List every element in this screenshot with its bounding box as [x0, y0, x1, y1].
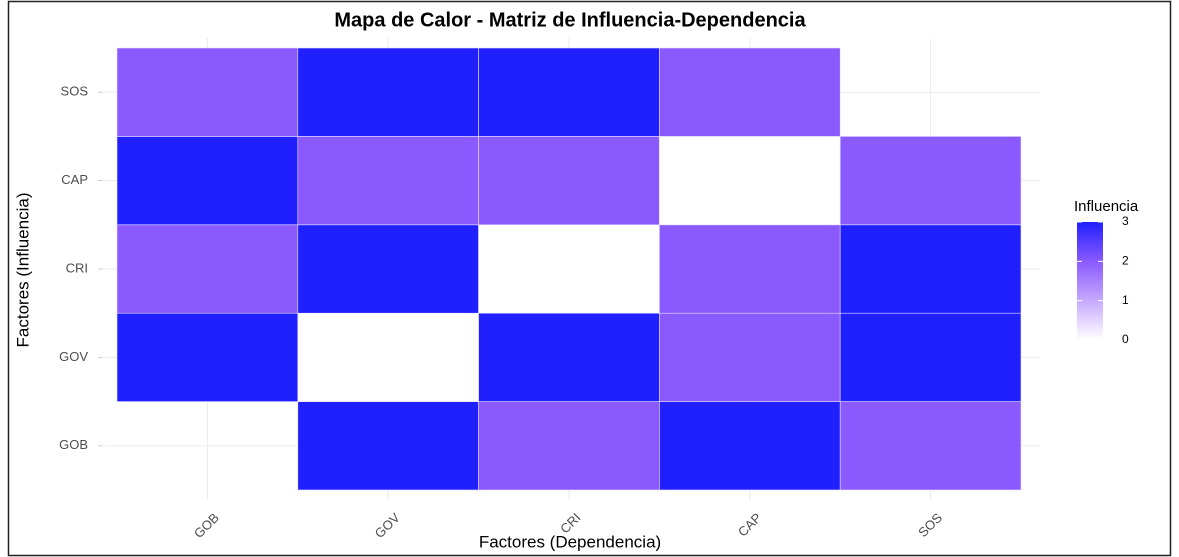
legend-label: 3 [1122, 214, 1129, 228]
heat-cell [297, 224, 479, 314]
heat-cell [659, 136, 841, 226]
heat-cell [839, 136, 1022, 226]
heat-cell [659, 224, 841, 314]
heat-cell [116, 312, 299, 402]
heat-cell [659, 47, 841, 137]
legend-label: 1 [1122, 293, 1129, 307]
heat-cell [478, 136, 660, 226]
heat-cell [116, 47, 299, 137]
legend-colorbar [1077, 222, 1103, 340]
x-axis-title: Factores (Dependencia) [479, 532, 661, 551]
legend-label: 0 [1122, 332, 1129, 346]
heat-cell [116, 136, 299, 226]
heat-cell [297, 47, 479, 137]
legend-title: Influencia [1074, 198, 1139, 215]
heat-cell [478, 224, 660, 314]
y-tick-label: SOS [61, 84, 89, 99]
heat-cell [297, 136, 479, 226]
heat-cell [839, 224, 1022, 314]
heat-cell [478, 47, 660, 137]
heat-cell [478, 401, 660, 491]
heat-cell [116, 224, 299, 314]
y-tick-label: CAP [61, 172, 88, 187]
y-tick-label: GOB [59, 437, 88, 452]
heat-cell [659, 401, 841, 491]
heat-cell [297, 401, 479, 491]
y-axis-title: Factores (Influencia) [13, 193, 32, 348]
heat-cell [839, 312, 1022, 402]
y-tick-label: CRI [66, 260, 88, 275]
legend-label: 2 [1122, 254, 1129, 268]
y-tick-label: GOV [59, 349, 88, 364]
heat-cell [839, 401, 1022, 491]
chart-title: Mapa de Calor - Matriz de Influencia-Dep… [334, 9, 806, 31]
heat-cell [659, 312, 841, 402]
heat-cell [297, 312, 479, 402]
heat-cell [478, 312, 660, 402]
